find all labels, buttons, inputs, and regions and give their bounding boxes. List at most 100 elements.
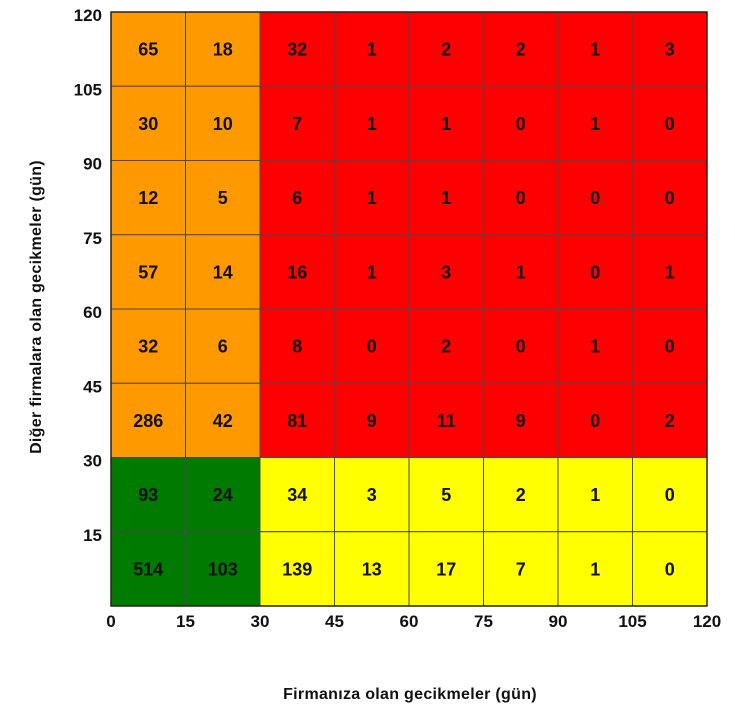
heatmap-cell bbox=[632, 11, 708, 87]
heatmap-cell bbox=[483, 531, 559, 607]
heatmap-cell-value: 5 bbox=[441, 485, 451, 505]
heatmap-cell-value: 1 bbox=[441, 114, 451, 134]
heatmap-cell bbox=[259, 531, 335, 607]
heatmap-cell bbox=[632, 85, 708, 161]
x-tick-label: 15 bbox=[176, 612, 195, 631]
heatmap-cell-value: 6 bbox=[292, 188, 302, 208]
heatmap-cell bbox=[259, 160, 335, 236]
heatmap-cell bbox=[483, 457, 559, 533]
heatmap-cell-value: 0 bbox=[516, 188, 526, 208]
heatmap-cell-value: 6 bbox=[218, 337, 228, 357]
heatmap-cell bbox=[632, 531, 708, 607]
x-tick-label: 0 bbox=[106, 612, 115, 631]
heatmap-cell-value: 3 bbox=[441, 262, 451, 282]
heatmap-cell-value: 5 bbox=[218, 188, 228, 208]
heatmap-cell bbox=[557, 85, 633, 161]
x-tick-label: 120 bbox=[693, 612, 721, 631]
heatmap-cell bbox=[557, 531, 633, 607]
heatmap-cell bbox=[632, 457, 708, 533]
heatmap-cell-value: 16 bbox=[287, 262, 307, 282]
heatmap-cell bbox=[185, 531, 261, 607]
heatmap-cell bbox=[110, 234, 186, 310]
heatmap-cell-value: 139 bbox=[282, 559, 312, 579]
heatmap-cell bbox=[483, 308, 559, 384]
x-tick-label: 45 bbox=[325, 612, 344, 631]
heatmap-cell-value: 0 bbox=[665, 114, 675, 134]
heatmap-cell-value: 81 bbox=[287, 411, 307, 431]
heatmap-cell bbox=[334, 531, 410, 607]
heatmap-cell bbox=[408, 85, 484, 161]
y-tick-label: 90 bbox=[83, 155, 102, 174]
heatmap-cell bbox=[334, 160, 410, 236]
heatmap-cell-value: 32 bbox=[138, 337, 158, 357]
heatmap-cell-value: 2 bbox=[665, 411, 675, 431]
x-tick-label: 75 bbox=[474, 612, 493, 631]
heatmap-cell bbox=[557, 457, 633, 533]
heatmap-cell-value: 0 bbox=[516, 114, 526, 134]
heatmap-cell-value: 11 bbox=[437, 411, 456, 431]
y-axis-tick-labels: 15 30 45 60 75 90 105 120 bbox=[74, 6, 102, 545]
heatmap-cell-value: 2 bbox=[441, 337, 451, 357]
heatmap-cell-value: 1 bbox=[590, 485, 600, 505]
heatmap-cell-value: 1 bbox=[367, 114, 377, 134]
heatmap-cell-value: 12 bbox=[138, 188, 158, 208]
heatmap-cell-value: 1 bbox=[590, 559, 600, 579]
heatmap-cell-value: 7 bbox=[292, 114, 302, 134]
heatmap-cell bbox=[185, 457, 261, 533]
heatmap-cell-value: 0 bbox=[665, 485, 675, 505]
x-tick-label: 105 bbox=[618, 612, 646, 631]
heatmap-cell-value: 1 bbox=[367, 188, 377, 208]
x-tick-label: 60 bbox=[400, 612, 419, 631]
heatmap-cell bbox=[483, 160, 559, 236]
y-tick-label: 15 bbox=[83, 526, 102, 545]
heatmap-cell-value: 0 bbox=[665, 188, 675, 208]
heatmap-cell bbox=[557, 160, 633, 236]
heatmap-cell bbox=[185, 160, 261, 236]
heatmap-cell-value: 9 bbox=[516, 411, 526, 431]
heatmap-cell-value: 1 bbox=[590, 40, 600, 60]
x-axis-tick-labels: 0 15 30 45 60 75 90 105 120 bbox=[106, 612, 721, 631]
heatmap-cell-labels: 65 18 32 1 2 2 1 330 10 7 1 1 0 1 012 5 6 1 1 0 0 057 14 16 1 3 1 0… bbox=[133, 40, 675, 580]
heatmap-cell-value: 1 bbox=[441, 188, 451, 208]
heatmap-cell-value: 13 bbox=[362, 559, 382, 579]
heatmap-cell-value: 103 bbox=[208, 559, 238, 579]
heatmap-cell-value: 8 bbox=[292, 337, 302, 357]
y-tick-label: 75 bbox=[83, 229, 102, 248]
x-tick-label: 30 bbox=[251, 612, 270, 631]
heatmap-cell-value: 1 bbox=[367, 40, 377, 60]
heatmap-cell bbox=[259, 11, 335, 87]
heatmap-cell-value: 0 bbox=[590, 411, 600, 431]
y-tick-label: 120 bbox=[74, 6, 102, 25]
x-axis-title: Firmanıza olan gecikmeler (gün) bbox=[283, 686, 537, 703]
heatmap-cells bbox=[110, 11, 708, 607]
heatmap-cell-value: 2 bbox=[516, 40, 526, 60]
heatmap-cell-value: 514 bbox=[133, 559, 163, 579]
heatmap-cell-value: 93 bbox=[138, 485, 158, 505]
heatmap-cell bbox=[259, 308, 335, 384]
heatmap-cell-value: 1 bbox=[665, 262, 675, 282]
heatmap-cell bbox=[185, 85, 261, 161]
heatmap-cell-value: 0 bbox=[665, 559, 675, 579]
y-axis-title: Diğer firmalara olan gecikmeler (gün) bbox=[28, 160, 45, 454]
heatmap-cell-value: 14 bbox=[213, 262, 233, 282]
heatmap-cell-value: 3 bbox=[665, 40, 675, 60]
heatmap-cell-value: 42 bbox=[213, 411, 233, 431]
heatmap-cell-value: 0 bbox=[516, 337, 526, 357]
heatmap-cell-value: 57 bbox=[138, 262, 158, 282]
heatmap-cell bbox=[483, 85, 559, 161]
heatmap-cell bbox=[408, 160, 484, 236]
heatmap-cell bbox=[557, 382, 633, 458]
heatmap-cell bbox=[259, 382, 335, 458]
heatmap-cell-value: 32 bbox=[287, 40, 307, 60]
y-tick-label: 60 bbox=[83, 303, 102, 322]
heatmap-cell-value: 18 bbox=[213, 40, 233, 60]
heatmap-cell-value: 7 bbox=[516, 559, 526, 579]
heatmap-cell bbox=[408, 382, 484, 458]
heatmap-cell-value: 0 bbox=[665, 337, 675, 357]
y-tick-label: 105 bbox=[74, 80, 102, 99]
heatmap-cell bbox=[557, 234, 633, 310]
heatmap-cell bbox=[185, 382, 261, 458]
plot-frame bbox=[110, 11, 708, 607]
heatmap-cell-value: 1 bbox=[367, 262, 377, 282]
